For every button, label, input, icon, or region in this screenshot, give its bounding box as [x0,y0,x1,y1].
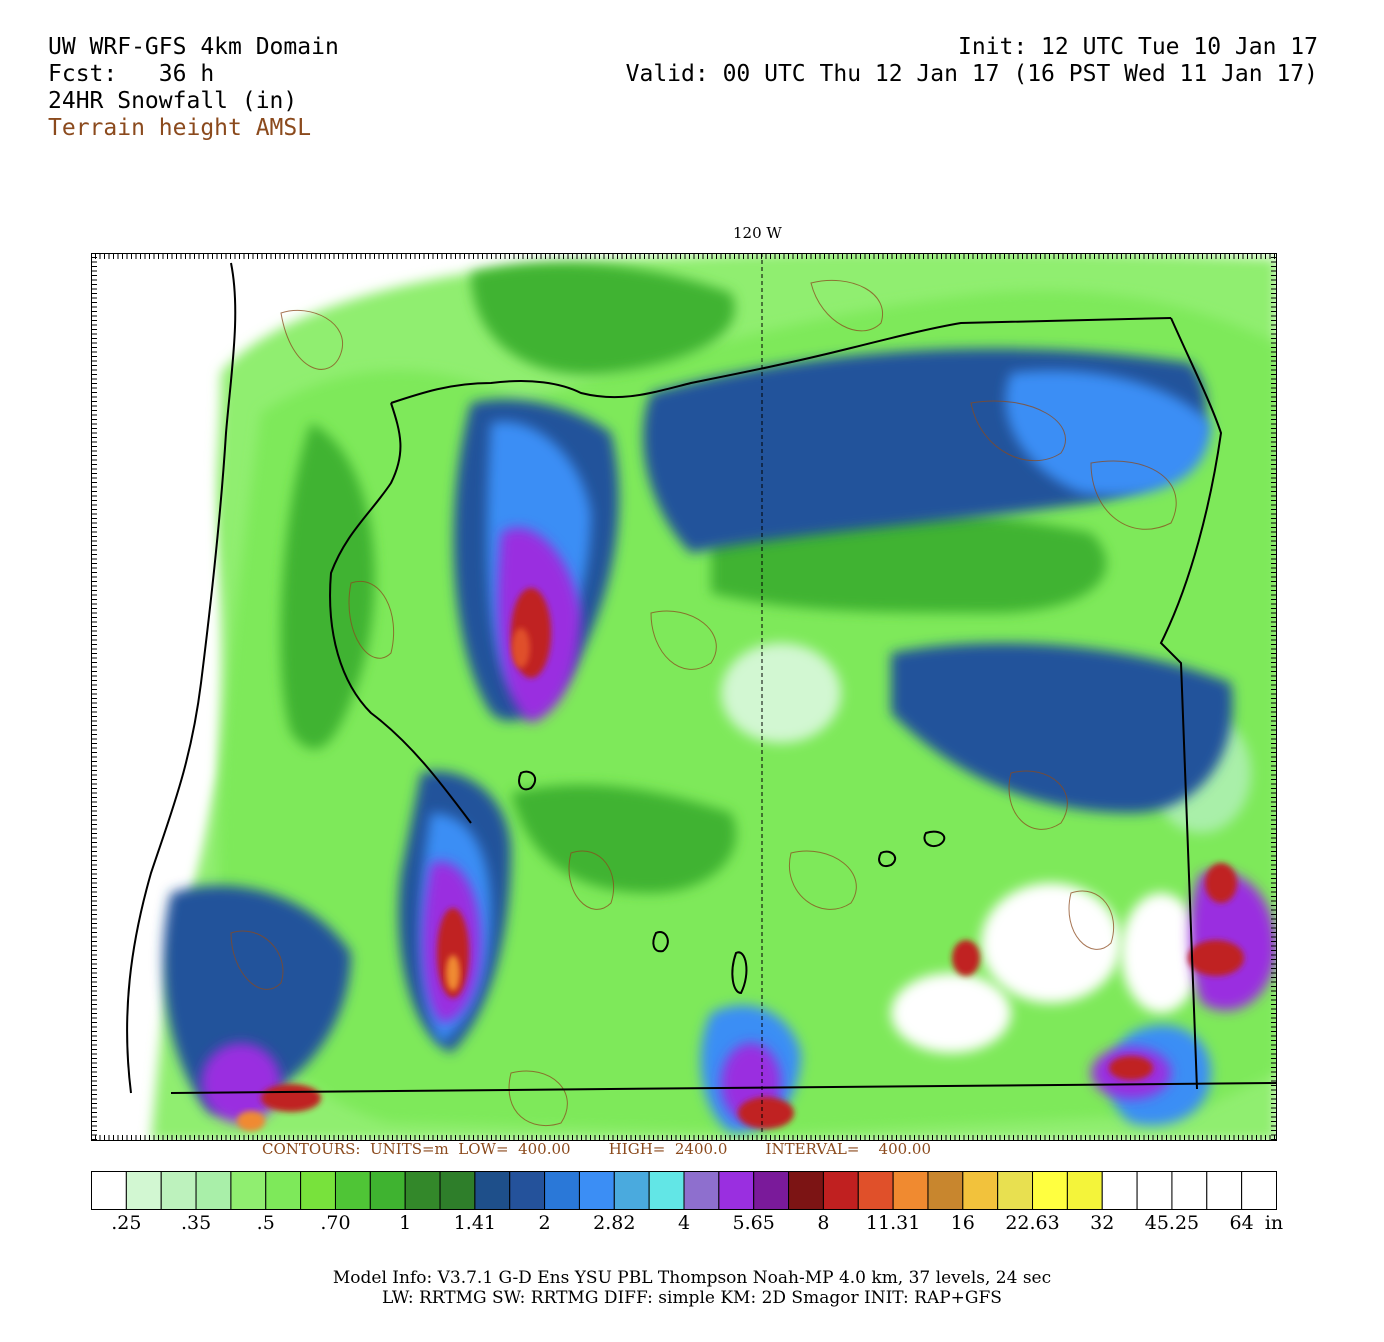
overlay-name: Terrain height AMSL [48,115,312,141]
colorbar-label: .35 [180,1212,212,1234]
colorbar-label: 2.82 [593,1212,636,1234]
colorbar-swatch [683,1171,720,1210]
colorbar-swatch [578,1171,615,1210]
forecast-hours: 36 h [158,61,215,87]
colorbar-label: 22.63 [1005,1212,1060,1234]
colorbar-swatch [857,1171,894,1210]
colorbar-swatch [1241,1171,1277,1210]
colorbar-swatch [788,1171,824,1210]
colorbar-label: 45.25 [1144,1212,1200,1234]
colorbar-swatch [1066,1171,1103,1210]
field-name: 24HR Snowfall (in) [48,88,298,114]
colorbar-swatch [160,1171,197,1210]
forecast-hours-line: Fcst: 36 h [48,61,339,88]
colorbar-label: 11.31 [865,1212,921,1234]
colorbar-swatch [334,1171,371,1210]
colorbar [91,1171,1277,1210]
colorbar-swatch [195,1171,232,1210]
colorbar-label: 1 [399,1212,412,1234]
colorbar-swatch [230,1171,267,1210]
state-boundaries [126,262,1277,1094]
terrain-contours [230,279,1177,1127]
longitude-label: 120 W [733,224,782,242]
colorbar-swatch [125,1171,162,1210]
colorbar-swatch [648,1171,685,1210]
colorbar-swatch [962,1171,999,1210]
colorbar-swatch [613,1171,650,1210]
colorbar-labels: .25 .35 .5 .70 1 1.41 2 2.82 4 5.65 8 11.31 16 22.63 3… [0,1212,1384,1242]
colorbar-swatch [822,1171,859,1210]
map-frame [91,253,1277,1141]
header-right: Init: 12 UTC Tue 10 Jan 17 Valid: 00 UTC … [626,34,1318,88]
colorbar-swatch [997,1171,1034,1210]
colorbar-swatch [892,1171,929,1210]
colorbar-label: 2 [538,1212,551,1234]
init-time: Init: 12 UTC Tue 10 Jan 17 [957,34,1318,60]
colorbar-swatch [1101,1171,1138,1210]
colorbar-swatch [544,1171,580,1210]
colorbar-label: 32 [1090,1212,1115,1234]
colorbar-swatch [300,1171,336,1210]
model-info-line1: Model Info: V3.7.1 G-D Ens YSU PBL Thomp… [332,1268,1052,1288]
header-left: UW WRF-GFS 4km Domain Fcst: 36 h 24HR Snow… [48,34,339,142]
colorbar-label: 16 [950,1212,975,1234]
colorbar-swatch [1171,1171,1208,1210]
colorbar-swatch [1032,1171,1068,1210]
colorbar-swatch [474,1171,511,1210]
colorbar-swatch [718,1171,755,1210]
colorbar-swatch [927,1171,964,1210]
snowfall-map[interactable] [91,253,1277,1141]
colorbar-swatch [753,1171,790,1210]
colorbar-unit: in [1264,1212,1284,1234]
colorbar-label: 1.41 [453,1212,497,1234]
colorbar-swatch [265,1171,302,1210]
valid-time: Valid: 00 UTC Thu 12 Jan 17 (16 PST Wed … [625,61,1318,87]
forecast-label: Fcst: [48,61,118,87]
model-info: Model Info: V3.7.1 G-D Ens YSU PBL Thomp… [0,1268,1384,1308]
colorbar-swatch [369,1171,406,1210]
colorbar-label: .5 [256,1212,275,1234]
colorbar-swatch [404,1171,441,1210]
colorbar-swatch [1206,1171,1243,1210]
snowfall-field [91,253,1277,1141]
colorbar-swatch [1136,1171,1173,1210]
contour-info: CONTOURS: UNITS=m LOW= 400.00 HIGH= 2400… [262,1140,932,1158]
colorbar-label: 4 [677,1212,691,1234]
colorbar-swatch [91,1171,127,1210]
map-canvas [91,253,1277,1141]
lakes [518,770,946,995]
frame-ticks [91,253,1277,1141]
colorbar-label: .70 [320,1212,351,1234]
colorbar-label: 64 [1229,1212,1254,1234]
colorbar-swatch [509,1171,546,1210]
domain-title: UW WRF-GFS 4km Domain [48,34,339,60]
colorbar-label: 5.65 [732,1212,775,1234]
model-info-line2: LW: RRTMG SW: RRTMG DIFF: simple KM: 2D … [382,1288,1002,1308]
colorbar-swatch [439,1171,476,1210]
colorbar-label: .25 [111,1212,142,1234]
colorbar-label: 8 [817,1212,830,1234]
